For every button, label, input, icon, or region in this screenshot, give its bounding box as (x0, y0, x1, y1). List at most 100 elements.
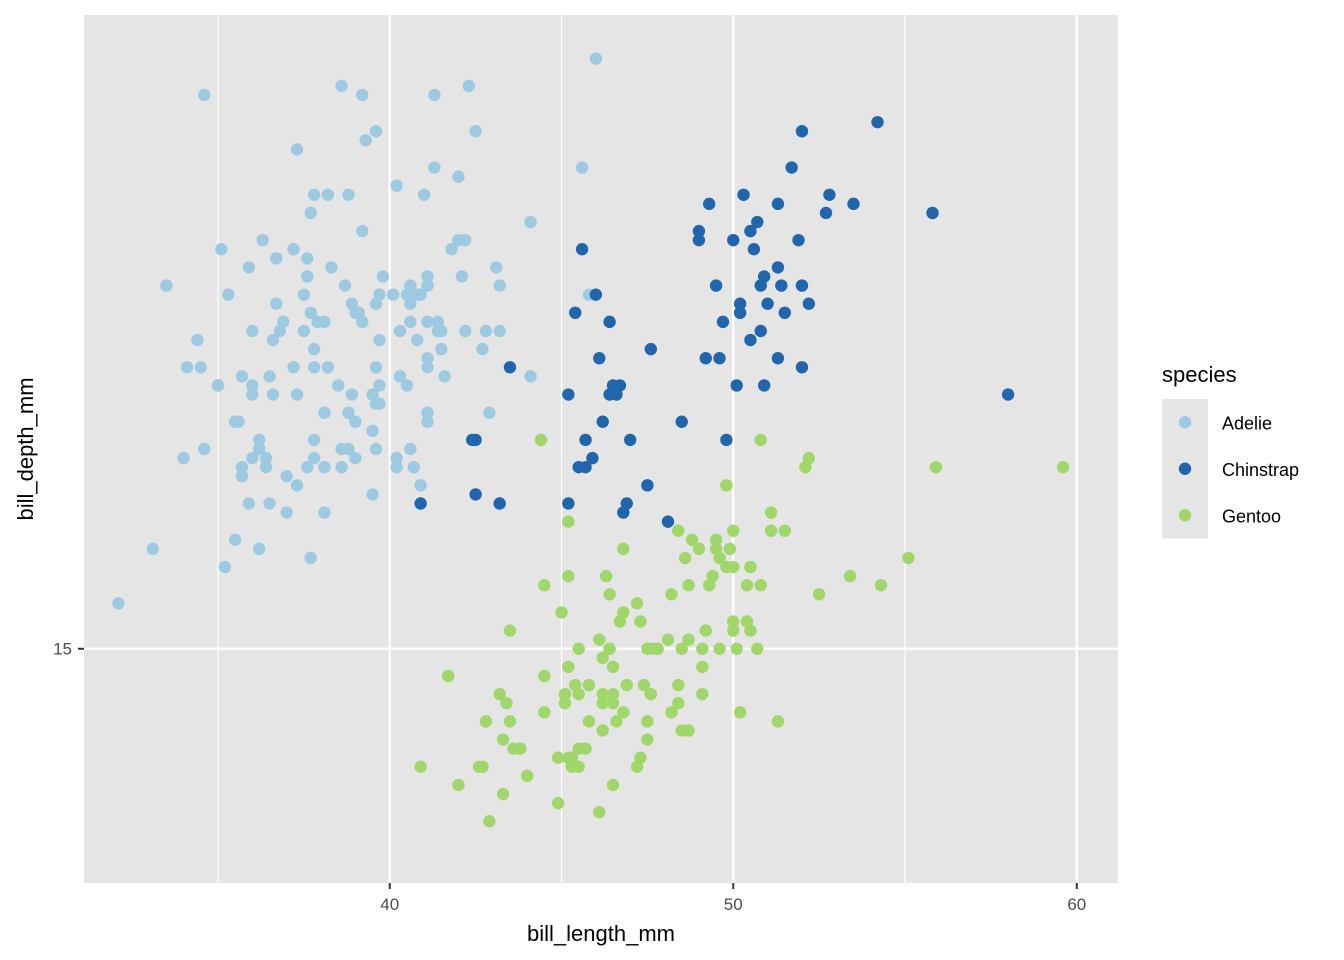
x-axis-title: bill_length_mm (527, 921, 675, 946)
point-gentoo (696, 642, 709, 655)
point-gentoo (706, 569, 719, 583)
point-gentoo (764, 524, 778, 537)
point-gentoo (744, 624, 757, 637)
point-gentoo (596, 651, 609, 665)
point-adelie (356, 224, 369, 238)
point-adelie (290, 388, 304, 401)
point-adelie (356, 88, 369, 102)
point-adelie (421, 279, 434, 292)
point-gentoo (874, 578, 888, 592)
legend-label-gentoo: Gentoo (1222, 506, 1281, 526)
point-gentoo (620, 678, 633, 692)
minor-gridlines (217, 15, 906, 883)
point-gentoo (723, 542, 737, 556)
point-adelie (366, 424, 379, 438)
point-adelie (462, 79, 475, 93)
point-adelie (390, 451, 403, 465)
point-chinstrap (744, 333, 757, 347)
point-gentoo (441, 669, 455, 683)
point-gentoo (637, 678, 651, 692)
panel-background (84, 15, 1118, 883)
point-gentoo (641, 733, 654, 746)
point-adelie (307, 188, 321, 201)
point-adelie (160, 279, 173, 292)
point-adelie (335, 442, 348, 456)
point-adelie (222, 288, 235, 301)
point-gentoo (493, 687, 506, 701)
point-gentoo (593, 805, 606, 819)
point-gentoo (696, 660, 709, 674)
point-adelie (211, 379, 225, 392)
point-chinstrap (1001, 388, 1015, 401)
point-gentoo (514, 742, 527, 755)
point-gentoo (562, 660, 575, 674)
point-adelie (421, 270, 434, 283)
point-gentoo (727, 615, 740, 628)
point-gentoo (606, 778, 620, 792)
point-adelie (369, 361, 383, 374)
point-chinstrap (692, 224, 706, 238)
point-adelie (359, 134, 372, 147)
point-chinstrap (730, 379, 743, 392)
point-adelie (428, 161, 441, 174)
point-adelie (414, 479, 427, 492)
point-adelie (198, 88, 211, 102)
point-adelie (390, 460, 403, 474)
point-chinstrap (699, 352, 712, 365)
point-chinstrap (802, 297, 816, 310)
point-adelie (428, 88, 441, 102)
point-adelie (483, 406, 496, 419)
point-adelie (270, 297, 283, 310)
x-tick-label: 50 (724, 895, 743, 914)
point-adelie (304, 551, 317, 565)
point-gentoo (802, 451, 816, 465)
point-gentoo (617, 706, 630, 719)
x-tick-label: 60 (1067, 895, 1086, 914)
point-adelie (301, 460, 314, 474)
point-adelie (417, 188, 431, 201)
point-gentoo (764, 506, 778, 519)
point-gentoo (414, 760, 427, 773)
point-gentoo (682, 578, 695, 592)
point-gentoo (754, 433, 767, 447)
point-adelie (575, 161, 589, 174)
point-chinstrap (414, 497, 427, 510)
point-gentoo (685, 533, 699, 546)
point-adelie (452, 170, 465, 183)
point-gentoo (778, 524, 791, 537)
point-gentoo (665, 588, 678, 601)
point-adelie (479, 324, 493, 338)
point-adelie (256, 233, 269, 247)
point-adelie (297, 324, 311, 338)
point-gentoo (617, 606, 630, 619)
data-points (112, 52, 1070, 828)
point-adelie (246, 451, 259, 465)
point-adelie (263, 370, 276, 383)
point-adelie (421, 406, 434, 419)
point-adelie (393, 370, 407, 383)
point-adelie (280, 506, 293, 519)
point-adelie (112, 597, 125, 610)
point-gentoo (582, 678, 596, 692)
axes: 40 50 60 15 (53, 640, 1086, 914)
point-adelie (421, 415, 434, 428)
point-adelie (373, 397, 386, 410)
point-chinstrap (871, 115, 884, 129)
point-gentoo (558, 687, 572, 701)
point-gentoo (538, 669, 551, 683)
point-chinstrap (751, 215, 764, 229)
point-adelie (400, 379, 414, 392)
point-gentoo (661, 633, 675, 646)
point-gentoo (692, 542, 706, 556)
point-gentoo (675, 642, 688, 655)
point-adelie (469, 125, 482, 138)
point-adelie (493, 279, 506, 292)
point-adelie (404, 297, 417, 310)
point-adelie (146, 542, 159, 556)
point-chinstrap (754, 279, 767, 292)
point-adelie (198, 442, 211, 456)
point-gentoo (696, 687, 709, 701)
point-gentoo (720, 479, 733, 492)
point-chinstrap (589, 288, 603, 301)
point-chinstrap (823, 188, 836, 201)
